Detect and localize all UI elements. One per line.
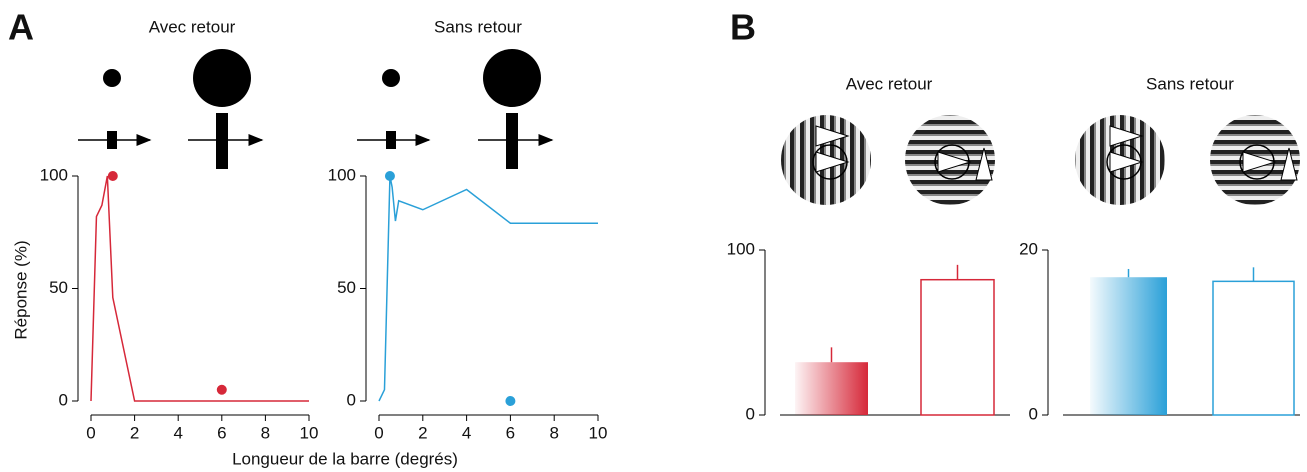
y-tick-label: 0 [347, 390, 356, 409]
stimulus-icons [78, 49, 1300, 205]
chart-title: Avec retour [149, 17, 236, 36]
panel-label: A [8, 7, 34, 48]
data-point [216, 384, 227, 395]
x-tick-label: 4 [462, 423, 471, 442]
x-tick-label: 4 [173, 423, 182, 442]
x-tick-label: 10 [589, 423, 608, 442]
bar [1212, 280, 1295, 416]
x-tick-label: 2 [130, 423, 139, 442]
panel-label: B [730, 7, 756, 48]
y-tick-label: 50 [337, 278, 356, 297]
y-tick-label: 100 [727, 239, 755, 258]
x-tick-label: 8 [549, 423, 558, 442]
x-tick-label: 6 [217, 423, 226, 442]
data-line [90, 175, 309, 402]
x-axis-label: Longueur de la barre (degrés) [232, 449, 458, 468]
chart-title: Avec retour [846, 74, 933, 93]
bar [795, 362, 868, 415]
x-tick-label: 6 [506, 423, 515, 442]
chart-title: Sans retour [434, 17, 522, 36]
data-line [378, 175, 598, 402]
bar [920, 278, 995, 416]
y-tick-label: 100 [328, 165, 356, 184]
y-axis-label: Réponse (%) [11, 240, 30, 339]
x-tick-label: 0 [374, 423, 383, 442]
y-tick-label: 0 [1029, 404, 1038, 423]
x-tick-label: 2 [418, 423, 427, 442]
x-tick-label: 0 [86, 423, 95, 442]
y-tick-label: 0 [746, 404, 755, 423]
bar [1090, 277, 1167, 415]
data-point [384, 171, 395, 181]
y-tick-label: 50 [49, 278, 68, 297]
data-point [107, 171, 118, 181]
chart-title: Sans retour [1146, 74, 1234, 93]
x-tick-label: 10 [300, 423, 319, 442]
data-point [505, 396, 516, 406]
y-tick-label: 100 [40, 165, 68, 184]
y-tick-label: 0 [59, 390, 68, 409]
x-tick-label: 8 [261, 423, 270, 442]
y-tick-label: 20 [1019, 239, 1038, 258]
